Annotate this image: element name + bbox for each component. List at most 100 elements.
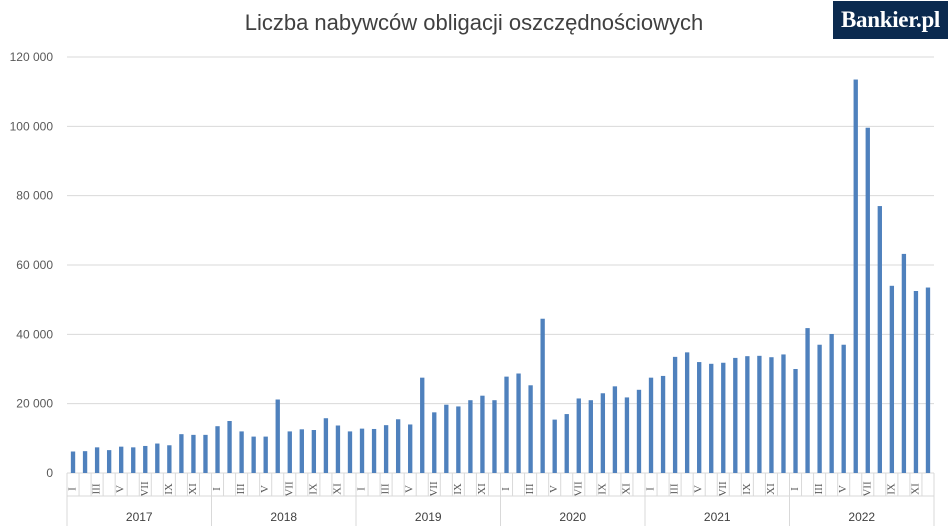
y-tick-label: 80 000 xyxy=(16,189,53,203)
month-label: I xyxy=(789,487,801,491)
bar xyxy=(660,375,666,473)
year-label: 2022 xyxy=(848,510,875,524)
bar xyxy=(155,443,160,473)
bar xyxy=(817,344,822,473)
month-label: XI xyxy=(620,483,632,495)
bar xyxy=(648,377,654,473)
bar xyxy=(769,357,774,473)
bar xyxy=(672,356,678,473)
year-label: 2019 xyxy=(415,510,442,524)
bar xyxy=(588,400,593,473)
bar xyxy=(709,363,714,473)
bar xyxy=(877,206,882,474)
bar xyxy=(468,400,473,473)
bar xyxy=(227,421,232,473)
month-label: VII xyxy=(861,481,873,497)
bar xyxy=(516,373,521,473)
month-label: IX xyxy=(307,483,319,495)
bar xyxy=(805,328,810,473)
bar xyxy=(311,430,317,473)
bar xyxy=(383,425,389,473)
bar xyxy=(70,451,76,473)
bar xyxy=(733,357,738,473)
month-label: XI xyxy=(187,483,199,495)
y-tick-label: 60 000 xyxy=(16,258,53,272)
bar xyxy=(889,285,895,473)
month-label: XI xyxy=(476,483,488,495)
bar xyxy=(913,291,919,473)
month-label: III xyxy=(235,483,247,494)
month-label: XI xyxy=(765,483,777,495)
bar xyxy=(179,434,184,473)
month-label: V xyxy=(404,485,416,493)
bar xyxy=(408,424,413,473)
month-label: III xyxy=(91,483,103,494)
month-label: IX xyxy=(163,483,175,495)
bar xyxy=(203,434,208,473)
month-label: III xyxy=(380,483,392,494)
month-label: III xyxy=(669,483,681,494)
bar xyxy=(119,446,124,473)
chart-title: Liczba nabywców obligacji oszczędnościow… xyxy=(244,10,704,35)
bar xyxy=(275,399,280,473)
bar xyxy=(600,393,606,473)
bar xyxy=(793,369,798,473)
month-label: I xyxy=(356,487,368,491)
year-label: 2021 xyxy=(704,510,731,524)
month-label: III xyxy=(524,483,536,494)
bar xyxy=(480,395,485,473)
month-label: IX xyxy=(596,483,608,495)
y-tick-label: 20 000 xyxy=(16,397,53,411)
bar xyxy=(925,287,931,473)
bar xyxy=(697,362,702,473)
bar xyxy=(335,425,341,473)
bar xyxy=(564,414,569,473)
bar xyxy=(94,447,100,473)
bar xyxy=(167,445,172,473)
bar xyxy=(721,362,726,473)
bar xyxy=(131,447,136,473)
bar xyxy=(612,386,618,473)
month-label: VII xyxy=(717,481,729,497)
bar xyxy=(143,445,148,473)
bar xyxy=(745,356,750,473)
bar xyxy=(444,404,449,473)
month-label: XI xyxy=(909,483,921,495)
month-label: V xyxy=(115,485,127,493)
month-label: I xyxy=(67,487,79,491)
bar xyxy=(395,419,401,473)
bar xyxy=(684,352,690,473)
bar xyxy=(239,431,244,473)
month-label: I xyxy=(500,487,512,491)
bar xyxy=(251,436,256,473)
y-tick-label: 40 000 xyxy=(16,327,53,341)
bar xyxy=(865,127,870,473)
month-label: VII xyxy=(572,481,584,497)
bar xyxy=(841,344,846,473)
bar xyxy=(492,400,497,473)
bar xyxy=(432,412,437,473)
bar xyxy=(576,398,581,473)
bar xyxy=(191,434,196,473)
bar xyxy=(624,397,630,473)
y-tick-label: 120 000 xyxy=(10,50,54,64)
bar xyxy=(552,419,557,473)
bar xyxy=(323,418,329,473)
bar xyxy=(853,79,858,474)
month-label: I xyxy=(645,487,657,491)
month-label: XI xyxy=(331,483,343,495)
bar xyxy=(359,428,365,473)
y-tick-label: 100 000 xyxy=(10,119,54,133)
bar xyxy=(636,389,642,473)
bar xyxy=(420,377,425,473)
bar xyxy=(106,450,112,473)
bar xyxy=(371,428,377,473)
month-label: I xyxy=(211,487,223,491)
month-label: V xyxy=(693,485,705,493)
bar xyxy=(82,451,88,473)
month-label: IX xyxy=(452,483,464,495)
bar xyxy=(456,406,461,473)
bar xyxy=(540,318,545,473)
